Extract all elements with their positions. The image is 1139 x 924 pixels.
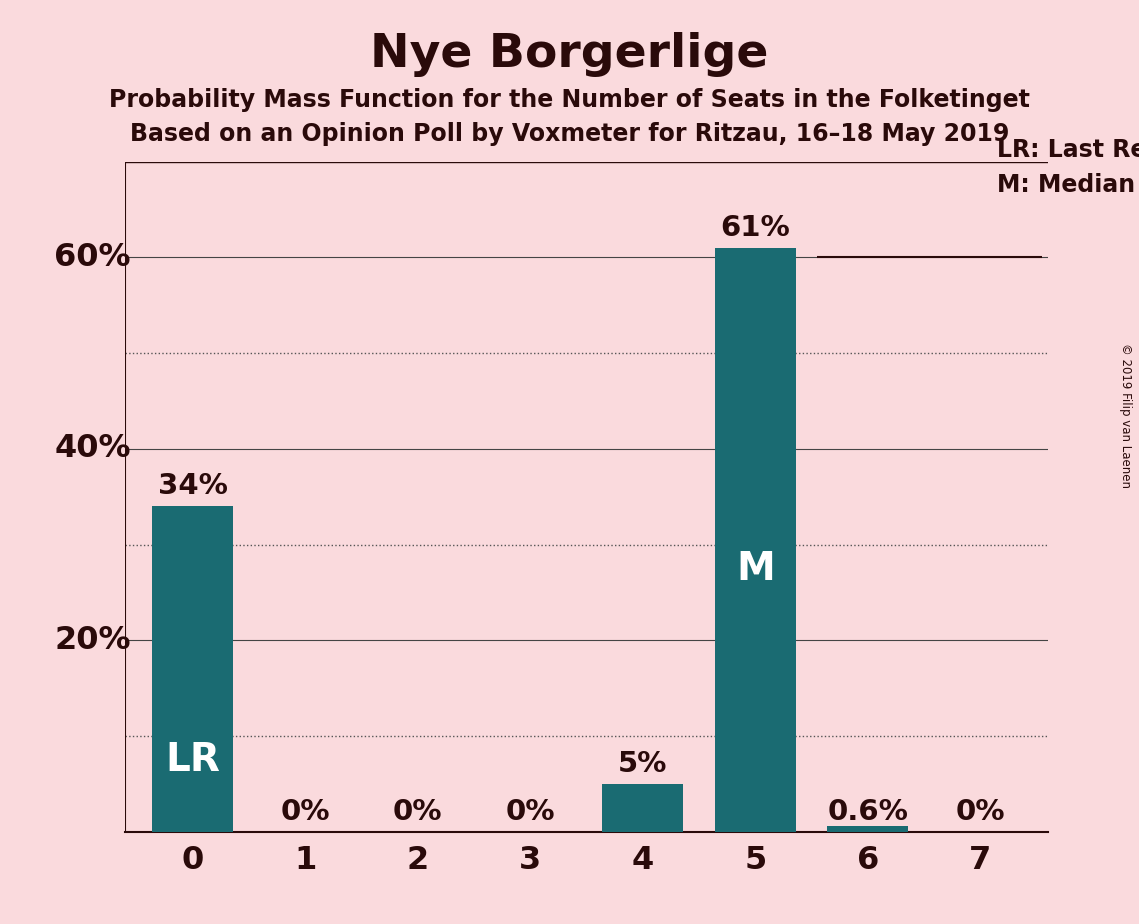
Text: 20%: 20% [55,625,131,656]
Text: © 2019 Filip van Laenen: © 2019 Filip van Laenen [1118,344,1132,488]
Text: 0%: 0% [956,797,1005,826]
Text: Nye Borgerlige: Nye Borgerlige [370,32,769,78]
Text: LR: Last Result: LR: Last Result [997,138,1139,162]
Text: 0%: 0% [393,797,443,826]
Text: LR: LR [165,741,220,779]
Bar [603,784,683,832]
Text: 5%: 5% [618,750,667,778]
Text: 0.6%: 0.6% [827,797,908,826]
Bar [715,248,796,832]
Text: Based on an Opinion Poll by Voxmeter for Ritzau, 16–18 May 2019: Based on an Opinion Poll by Voxmeter for… [130,122,1009,146]
Text: M: Median: M: Median [997,173,1134,197]
Text: M: M [736,550,775,588]
Text: 40%: 40% [55,433,131,464]
Bar [153,506,233,832]
Text: 0%: 0% [280,797,330,826]
Text: 61%: 61% [721,214,790,242]
Text: 60%: 60% [55,242,131,273]
Text: 0%: 0% [506,797,555,826]
Text: 34%: 34% [158,472,228,501]
Bar [827,826,909,832]
Text: Probability Mass Function for the Number of Seats in the Folketinget: Probability Mass Function for the Number… [109,88,1030,112]
